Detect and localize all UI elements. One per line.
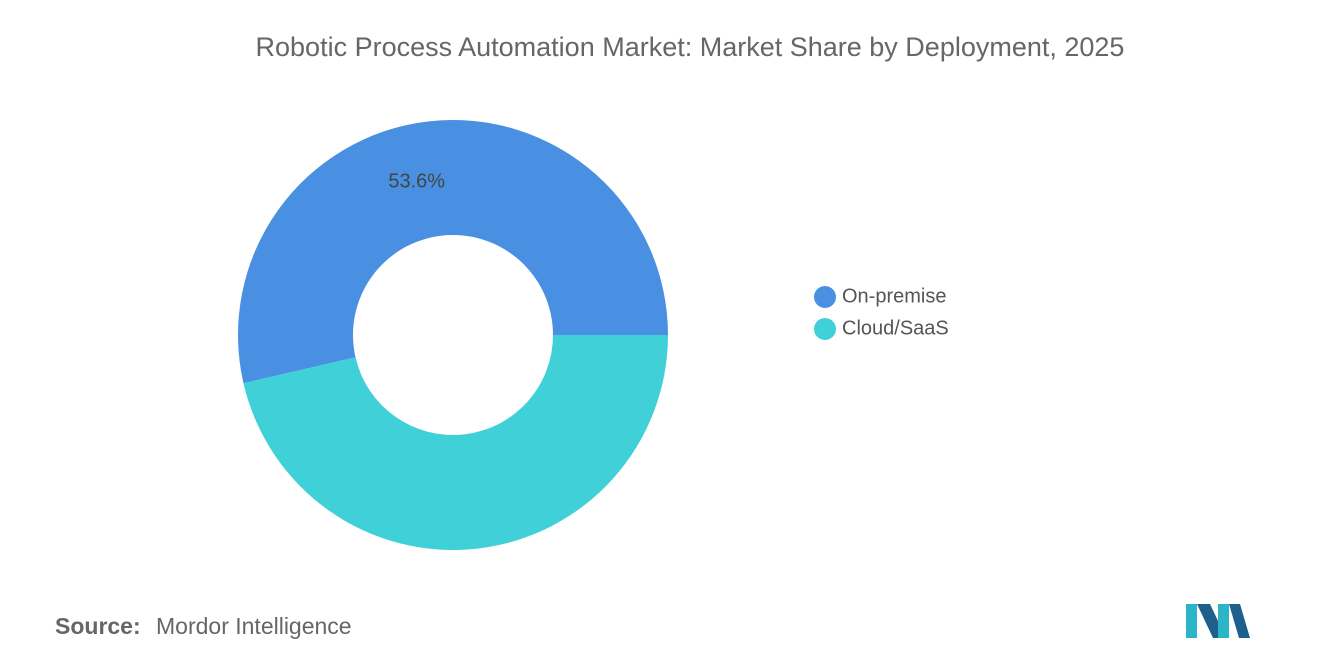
slice [238,120,669,384]
logo [1186,604,1250,638]
chart-title: Robotic Process Automation Market: Marke… [256,32,1125,62]
legend-marker [814,286,836,308]
legend: On-premise Cloud/SaaS [814,285,949,340]
legend-label: On-premise [842,285,946,307]
source-text: Mordor Intelligence [156,613,352,639]
legend-label: Cloud/SaaS [842,317,949,339]
legend-marker [814,318,836,340]
source-label: Source: [55,613,141,639]
value-label: 53.6% [388,171,445,193]
slice [243,335,668,551]
plot: 53.6% [238,120,669,551]
